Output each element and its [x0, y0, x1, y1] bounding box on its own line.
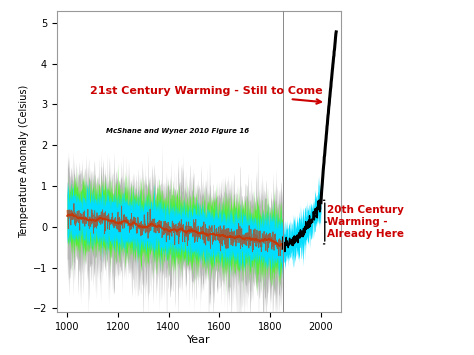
- Y-axis label: Temperature Anomaly (Celsius): Temperature Anomaly (Celsius): [18, 85, 28, 238]
- Text: McShane and Wyner 2010 Figure 16: McShane and Wyner 2010 Figure 16: [106, 128, 249, 134]
- Text: 20th Century
Warming -
Already Here: 20th Century Warming - Already Here: [327, 206, 403, 239]
- Text: 21st Century Warming - Still to Come: 21st Century Warming - Still to Come: [90, 86, 322, 104]
- X-axis label: Year: Year: [187, 335, 211, 345]
